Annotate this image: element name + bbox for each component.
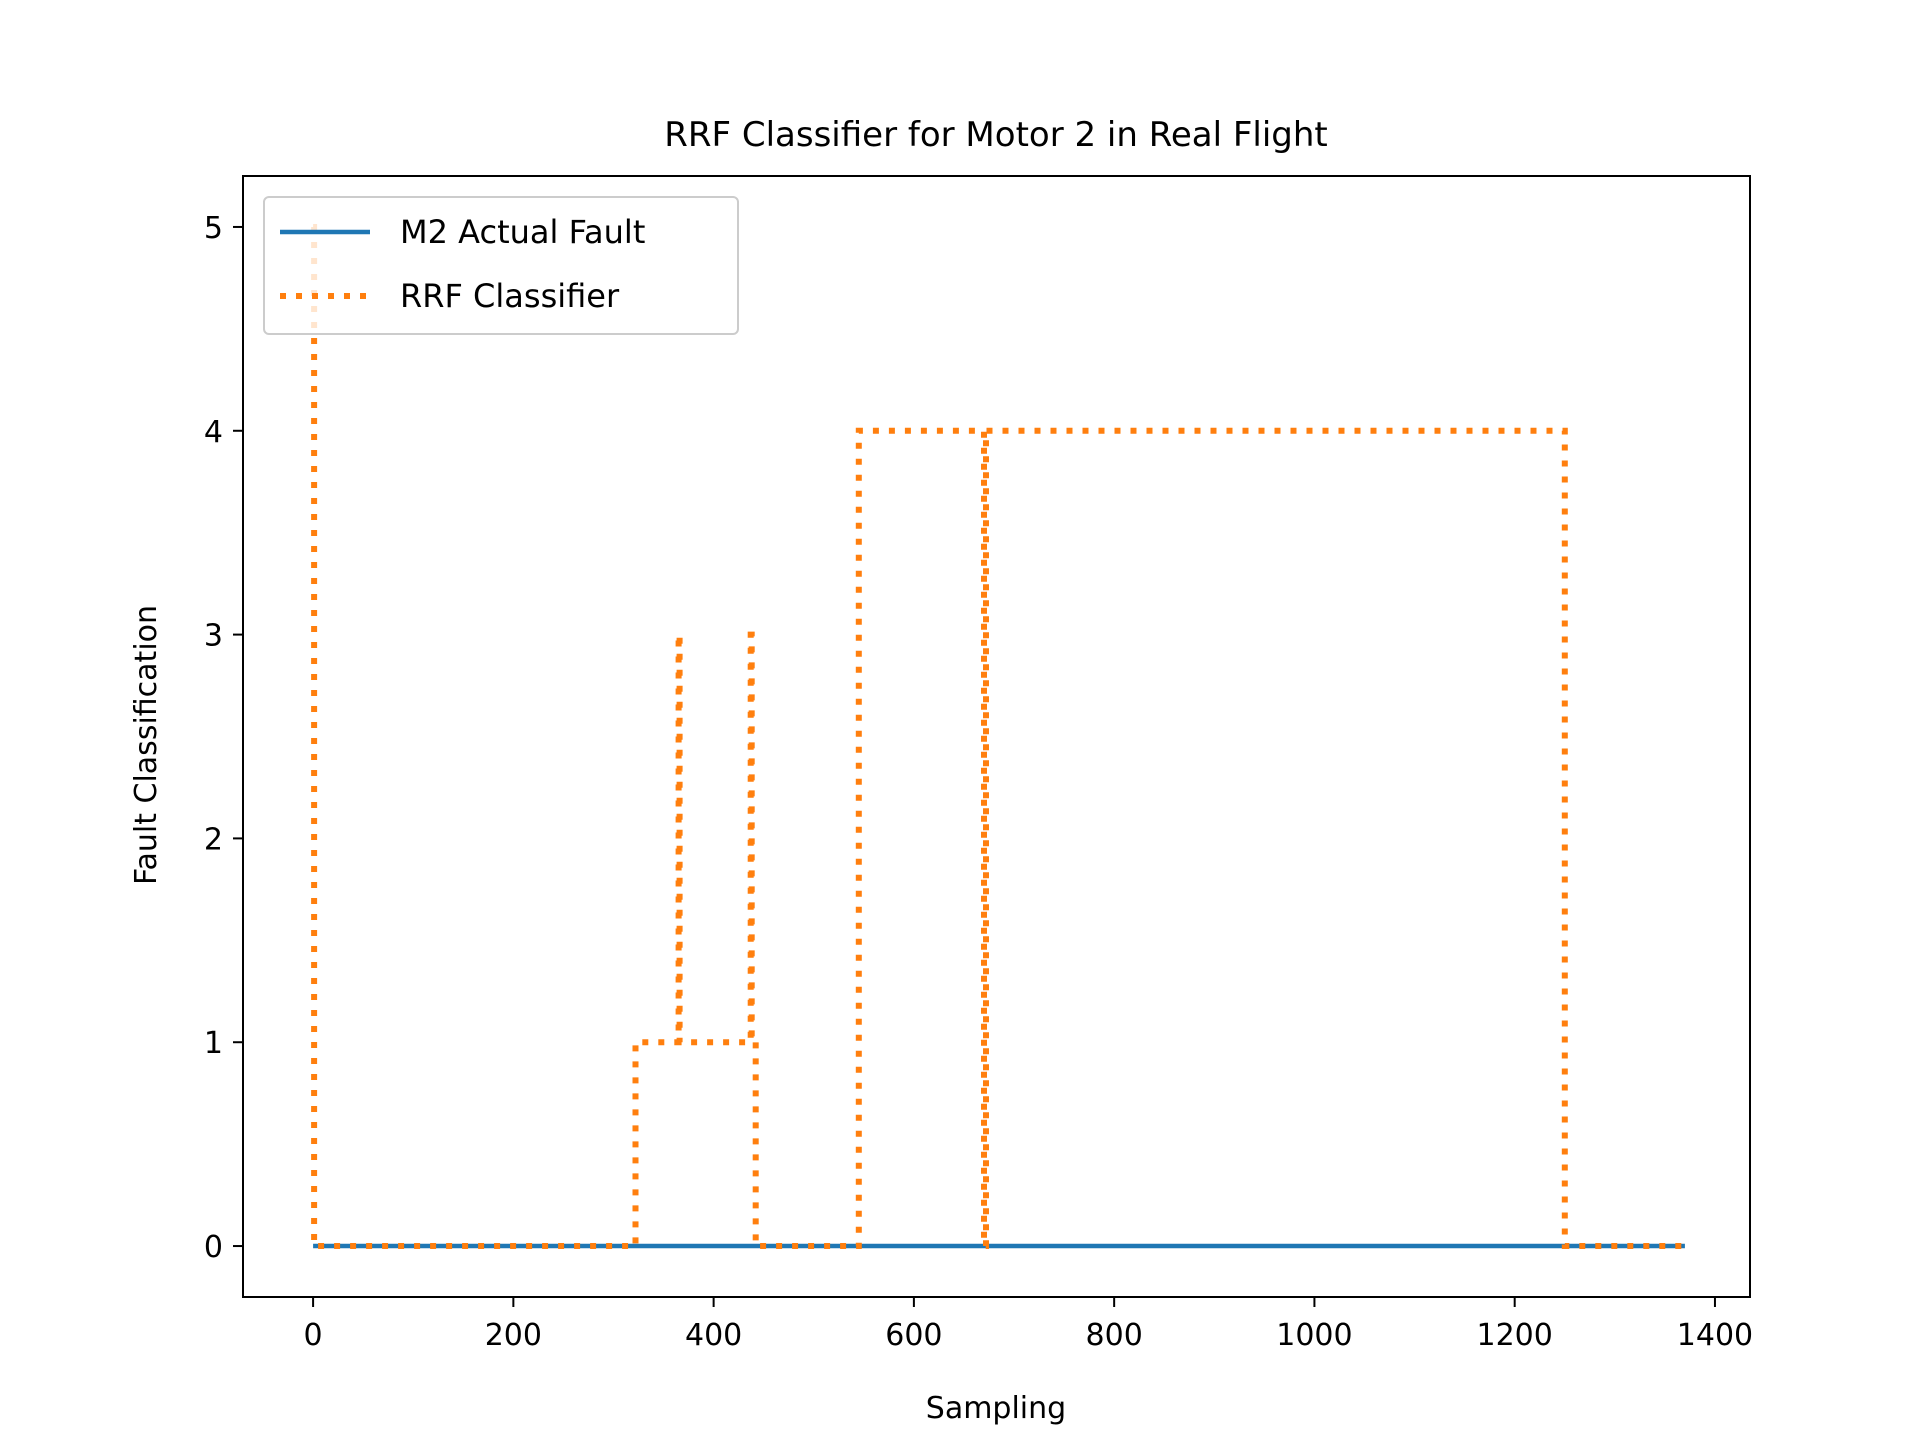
series-lines <box>311 224 1685 1249</box>
y-tick-label: 5 <box>204 211 223 246</box>
x-tick-label: 1000 <box>1276 1318 1352 1353</box>
x-axis: 0 200 400 600 800 1000 1200 1400 <box>304 1297 1753 1353</box>
y-tick-label: 2 <box>204 822 223 857</box>
x-tick-label: 600 <box>885 1318 942 1353</box>
y-axis: 0 1 2 3 4 5 <box>204 211 243 1265</box>
legend-label-1: M2 Actual Fault <box>400 213 645 251</box>
legend-label-2: RRF Classifier <box>400 277 620 315</box>
x-tick-label: 1200 <box>1477 1318 1553 1353</box>
x-axis-label: Sampling <box>926 1391 1066 1426</box>
x-tick-label: 400 <box>685 1318 742 1353</box>
y-axis-label: Fault Classification <box>129 605 164 885</box>
legend-box <box>263 196 739 335</box>
y-tick-label: 3 <box>204 619 223 654</box>
y-tick-label: 4 <box>204 415 223 450</box>
series-line-2 <box>311 224 1685 1249</box>
plot-frame <box>242 175 1751 1298</box>
y-tick-label: 1 <box>204 1026 223 1061</box>
legend: M2 Actual Fault RRF Classifier <box>263 196 739 335</box>
chart-title: RRF Classifier for Motor 2 in Real Fligh… <box>664 115 1328 155</box>
x-tick-label: 1400 <box>1677 1318 1753 1353</box>
x-tick-label: 0 <box>304 1318 323 1353</box>
x-tick-label: 200 <box>485 1318 542 1353</box>
plot-area <box>242 175 1751 1298</box>
x-tick-label: 800 <box>1086 1318 1143 1353</box>
y-tick-label: 0 <box>204 1230 223 1265</box>
